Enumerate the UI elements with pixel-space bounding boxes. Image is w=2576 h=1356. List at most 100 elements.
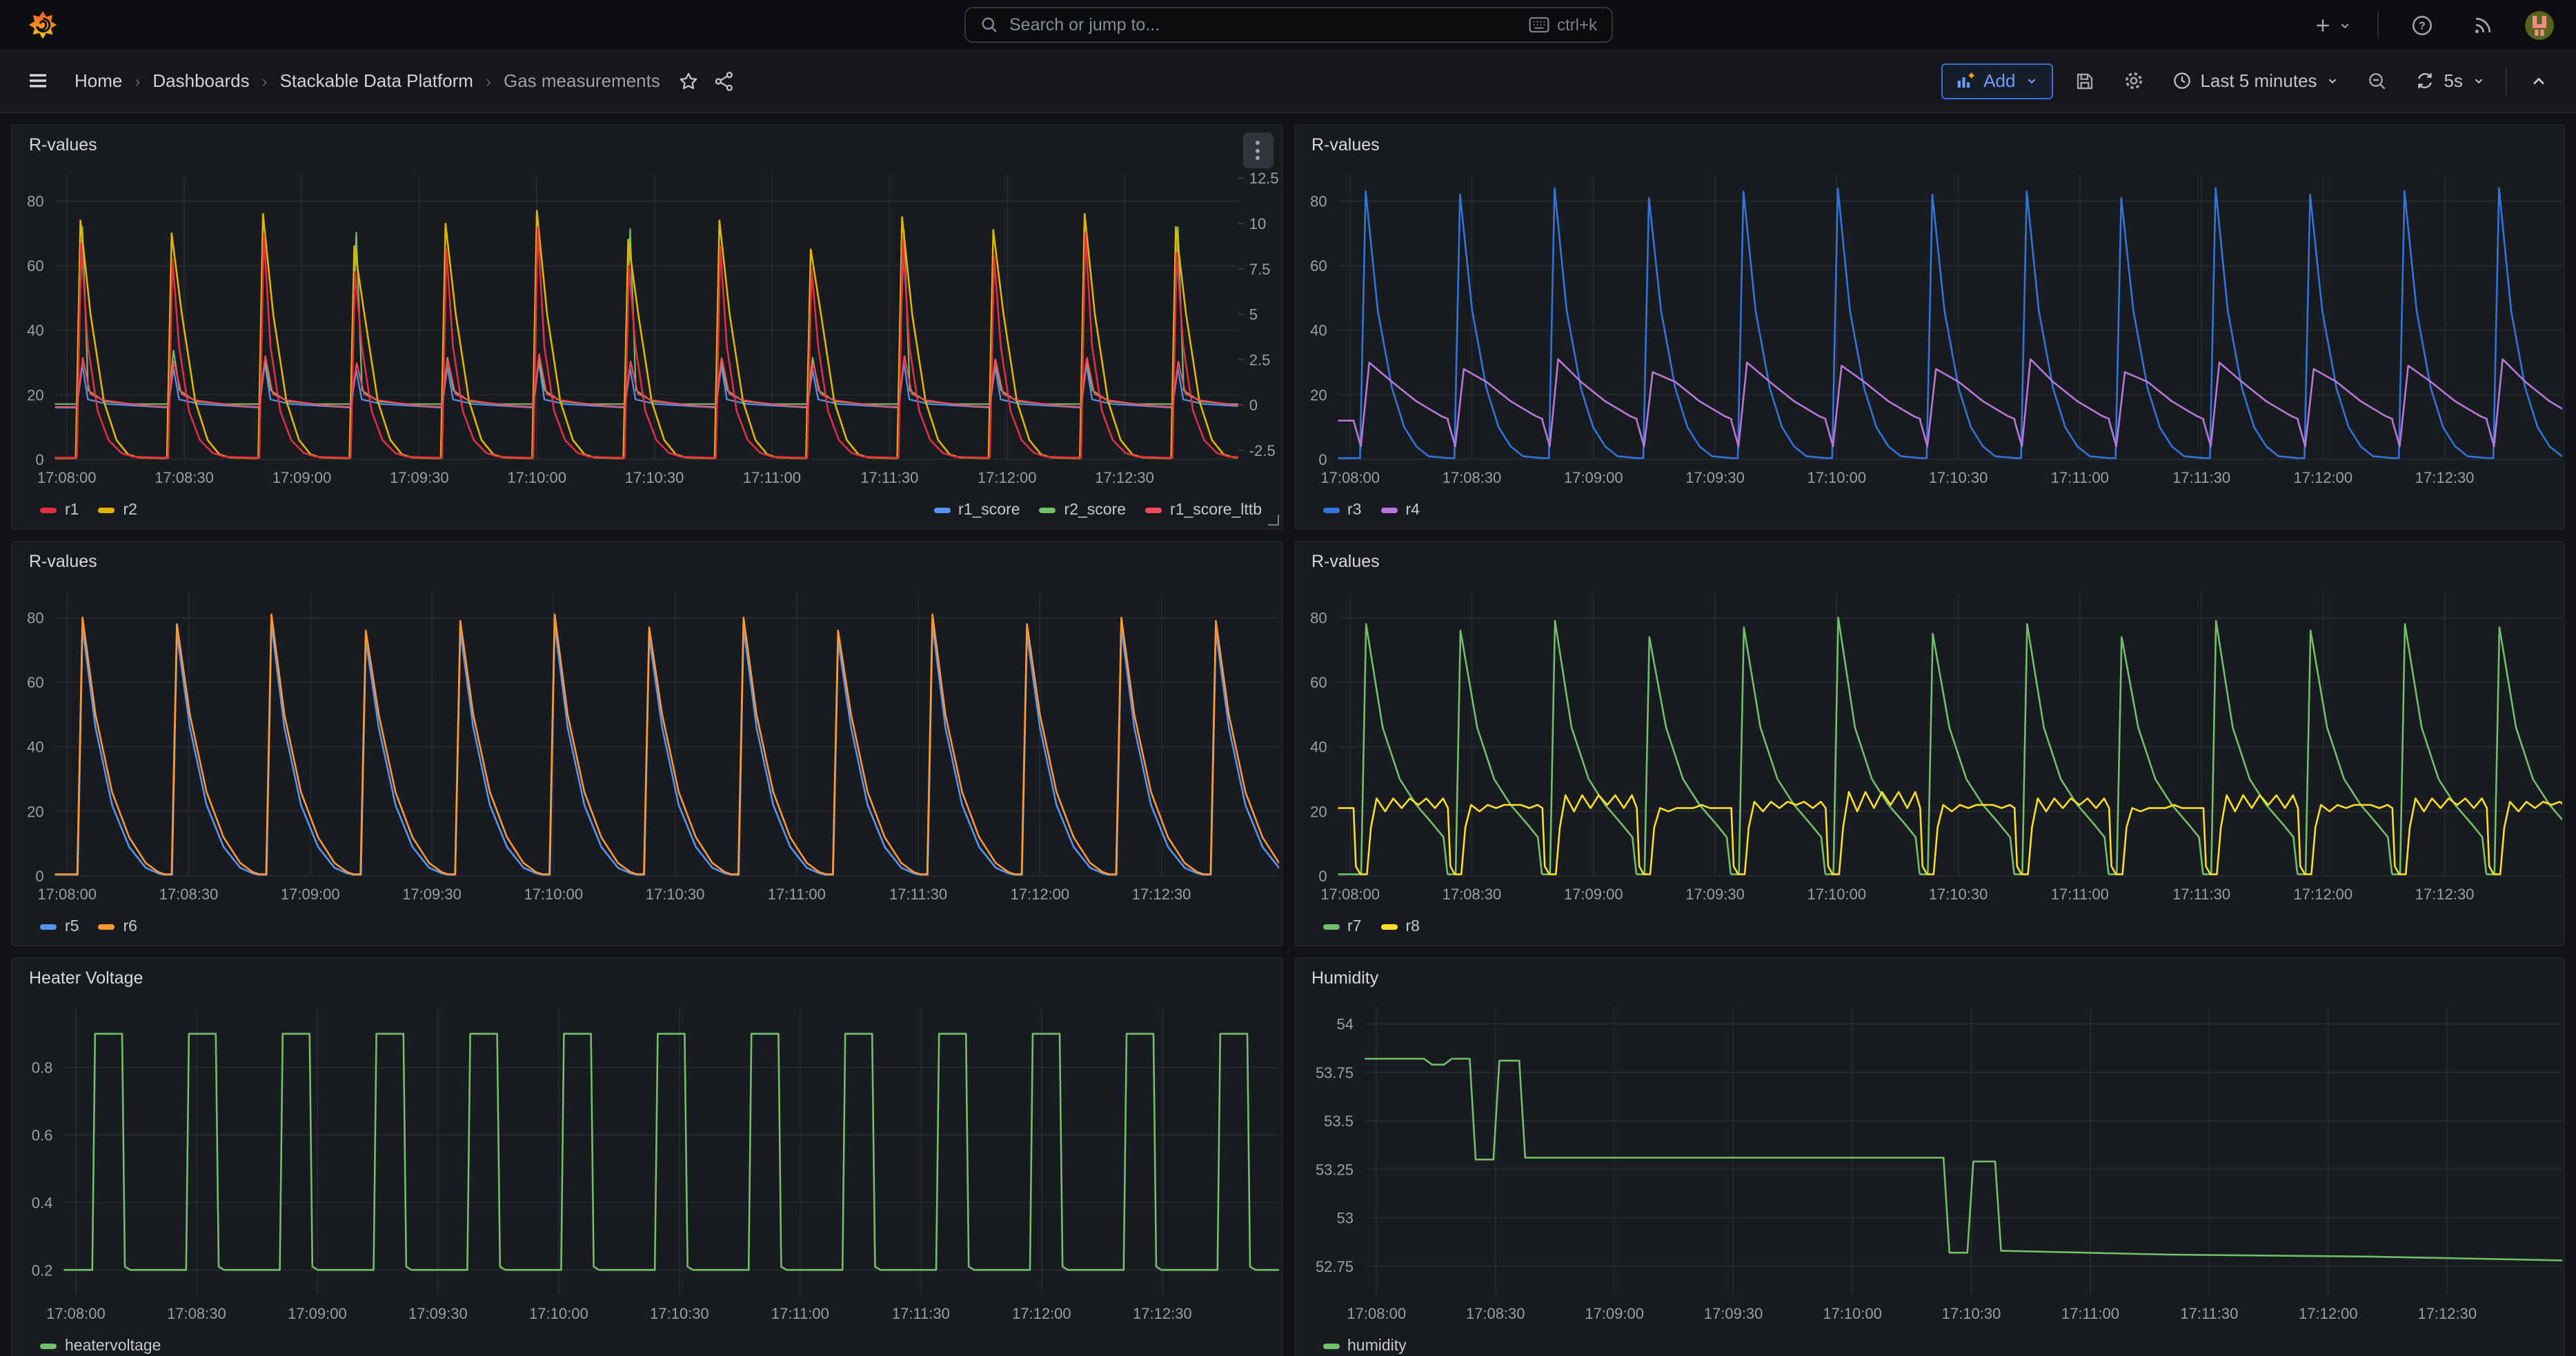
svg-text:17:11:30: 17:11:30 [2179, 1305, 2237, 1322]
svg-text:0.8: 0.8 [32, 1059, 53, 1077]
panel-menu-button[interactable] [1242, 132, 1273, 168]
legend-item[interactable]: r1_score_lttb [1145, 502, 1262, 519]
zoom-out-time-button[interactable] [2360, 63, 2396, 99]
global-search[interactable]: ctrl+k [964, 7, 1612, 43]
svg-text:2.5: 2.5 [1249, 351, 1271, 368]
new-menu-button[interactable] [2312, 7, 2352, 43]
legend-item[interactable]: r1_score [933, 502, 1020, 519]
panel-resize-handle[interactable] [1267, 515, 1278, 526]
svg-text:60: 60 [1309, 257, 1326, 275]
time-range-picker[interactable]: Last 5 minutes [2166, 63, 2346, 99]
breadcrumb-folder[interactable]: Stackable Data Platform [280, 70, 473, 91]
legend-item[interactable]: heatervoltage [40, 1338, 161, 1355]
legend-swatch [1322, 508, 1339, 514]
breadcrumb-home[interactable]: Home [75, 70, 122, 91]
panel-header: R-values [1295, 126, 2564, 164]
legend-item[interactable]: r1 [40, 502, 79, 519]
gear-icon [2122, 69, 2146, 92]
favorite-button[interactable] [671, 63, 707, 99]
legend-item[interactable]: r5 [40, 919, 79, 935]
panel-title[interactable]: R-values [1311, 135, 1380, 154]
svg-text:17:08:00: 17:08:00 [37, 886, 97, 903]
breadcrumb-dashboards[interactable]: Dashboards [152, 70, 249, 91]
chart-canvas[interactable]: 17:08:0017:08:3017:09:0017:09:3017:10:00… [12, 581, 1281, 909]
legend-item[interactable]: r4 [1380, 502, 1419, 519]
svg-text:17:10:30: 17:10:30 [1941, 1305, 2001, 1322]
chart-canvas[interactable]: 17:08:0017:08:3017:09:0017:09:3017:10:00… [1295, 164, 2564, 492]
legend-item[interactable]: r2 [98, 502, 137, 519]
refresh-picker[interactable]: 5s [2410, 63, 2492, 99]
svg-text:17:10:00: 17:10:00 [524, 886, 583, 903]
save-dashboard-button[interactable] [2066, 63, 2102, 99]
svg-text:53: 53 [1336, 1210, 1353, 1227]
collapse-toolbar-button[interactable] [2521, 63, 2557, 99]
star-icon [678, 70, 700, 92]
add-panel-button[interactable]: Add [1941, 63, 2052, 99]
svg-text:17:11:30: 17:11:30 [860, 469, 918, 486]
svg-text:17:09:00: 17:09:00 [281, 886, 340, 903]
svg-text:80: 80 [27, 192, 43, 210]
dashboard-toolbar: Home › Dashboards › Stackable Data Platf… [0, 50, 2576, 113]
legend-item[interactable]: r7 [1322, 919, 1361, 935]
svg-text:0: 0 [1318, 868, 1326, 885]
breadcrumb-current: Gas measurements [504, 70, 660, 91]
help-button[interactable]: ? [2404, 7, 2439, 43]
refresh-icon [2415, 70, 2436, 91]
svg-text:17:09:30: 17:09:30 [1685, 469, 1744, 486]
top-nav-bar: ctrl+k ? [0, 0, 2576, 50]
svg-text:17:10:30: 17:10:30 [650, 1305, 709, 1322]
legend-item[interactable]: humidity [1322, 1338, 1407, 1355]
clock-icon [2171, 70, 2192, 91]
mega-menu-button[interactable] [19, 63, 55, 99]
search-icon [979, 15, 998, 34]
legend-swatch [1145, 508, 1162, 514]
legend-label: r2 [123, 502, 137, 519]
panel-title[interactable]: Heater Voltage [29, 968, 143, 988]
legend-item[interactable]: r3 [1322, 502, 1361, 519]
svg-text:17:08:00: 17:08:00 [46, 1305, 106, 1322]
panel-legend: humidity [1295, 1328, 2564, 1356]
menu-icon [26, 69, 49, 92]
panel-title[interactable]: R-values [29, 552, 97, 571]
legend-label: r2_score [1064, 502, 1127, 519]
panel-legend: r1 r2 r1_score r2_score r1_score_lttb [12, 492, 1281, 528]
legend-swatch [1380, 924, 1397, 930]
svg-text:40: 40 [1309, 322, 1326, 339]
legend-item[interactable]: r6 [98, 919, 137, 935]
svg-text:60: 60 [27, 674, 43, 691]
svg-text:40: 40 [27, 322, 43, 339]
legend-label: r3 [1347, 502, 1361, 519]
legend-label: humidity [1347, 1338, 1407, 1355]
svg-text:17:12:00: 17:12:00 [2298, 1305, 2357, 1322]
grafana-logo[interactable] [28, 10, 58, 40]
panel-title[interactable]: R-values [1311, 552, 1380, 571]
legend-group: r1_score r2_score r1_score_lttb [933, 502, 1262, 519]
chart-canvas[interactable]: 17:08:0017:08:3017:09:0017:09:3017:10:00… [12, 997, 1281, 1328]
legend-swatch [40, 924, 57, 930]
svg-text:17:12:00: 17:12:00 [2293, 886, 2352, 903]
panel-header: R-values [12, 126, 1281, 164]
legend-group: r7 r8 [1322, 919, 1420, 935]
svg-text:53.5: 53.5 [1323, 1113, 1353, 1130]
panel-r-values-3: R-values 17:08:0017:08:3017:09:0017:09:3… [11, 541, 1282, 946]
svg-text:17:08:30: 17:08:30 [1442, 886, 1501, 903]
dashboard-settings-button[interactable] [2116, 63, 2152, 99]
svg-text:80: 80 [27, 609, 43, 626]
svg-text:54: 54 [1336, 1015, 1353, 1033]
chart-canvas[interactable]: 17:08:0017:08:3017:09:0017:09:3017:10:00… [1295, 581, 2564, 909]
news-button[interactable] [2464, 7, 2500, 43]
legend-label: heatervoltage [65, 1338, 161, 1355]
legend-item[interactable]: r8 [1380, 919, 1419, 935]
search-input[interactable] [1009, 15, 1518, 34]
chart-canvas[interactable]: 17:08:0017:08:3017:09:0017:09:3017:10:00… [12, 164, 1281, 492]
toolbar-divider [2506, 67, 2507, 94]
share-button[interactable] [707, 63, 743, 99]
panel-title[interactable]: R-values [29, 135, 97, 154]
svg-text:0: 0 [35, 451, 43, 468]
svg-text:12.5: 12.5 [1249, 170, 1279, 187]
user-avatar[interactable] [2525, 10, 2554, 39]
panel-title[interactable]: Humidity [1311, 968, 1378, 988]
chart-canvas[interactable]: 17:08:0017:08:3017:09:0017:09:3017:10:00… [1295, 997, 2564, 1328]
svg-text:60: 60 [1309, 674, 1326, 691]
legend-item[interactable]: r2_score [1040, 502, 1127, 519]
